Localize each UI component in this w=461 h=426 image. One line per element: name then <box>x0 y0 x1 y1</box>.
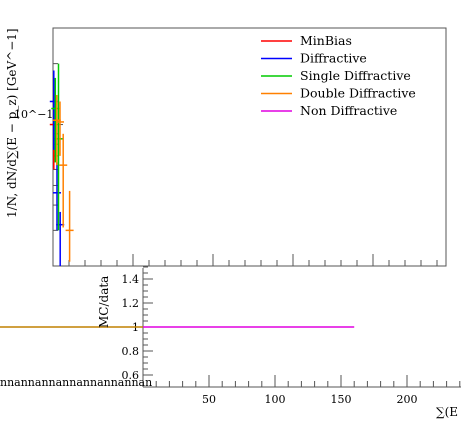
legend-entry: Non Diffractive <box>300 103 397 118</box>
legend-entry: MinBias <box>300 33 352 48</box>
main-series-group <box>49 63 74 266</box>
ratio-x-tick-label: 150 <box>331 393 352 406</box>
ratio-y-tick-label: 0.6 <box>122 369 140 382</box>
ratio-x-axis-label: ∑(E <box>436 405 458 419</box>
ratio-y-ticks: 0.60.811.21.4 <box>122 266 153 382</box>
ratio-y-tick-label: 1.4 <box>122 273 140 286</box>
ratio-x-tick-label: 100 <box>265 393 286 406</box>
main-y-axis-label: 1/N, dN/d∑(E − p_z) [GeV^−1] <box>5 28 19 218</box>
ratio-y-tick-label: 0.8 <box>122 345 140 358</box>
main-x-ticks <box>52 254 438 266</box>
ratio-y-axis-label: MC/data <box>97 276 111 328</box>
legend-entry: Diffractive <box>300 51 367 66</box>
legend-entry: Single Diffractive <box>300 68 411 83</box>
legend-entry: Double Diffractive <box>300 86 416 101</box>
main-plot-frame <box>52 27 447 267</box>
ratio-x-tick-label: 50 <box>202 393 216 406</box>
ratio-overflow-label: nnannannannannannannan <box>0 376 152 389</box>
ratio-x-tick-label: 200 <box>397 393 418 406</box>
ratio-x-ticks: 50 100 150 200 <box>155 375 461 406</box>
ratio-y-tick-label: 1.2 <box>122 297 140 310</box>
legend: MinBias Diffractive Single Diffractive Doub… <box>261 33 416 118</box>
main-y-tick-label: 10^−1 <box>14 108 53 121</box>
